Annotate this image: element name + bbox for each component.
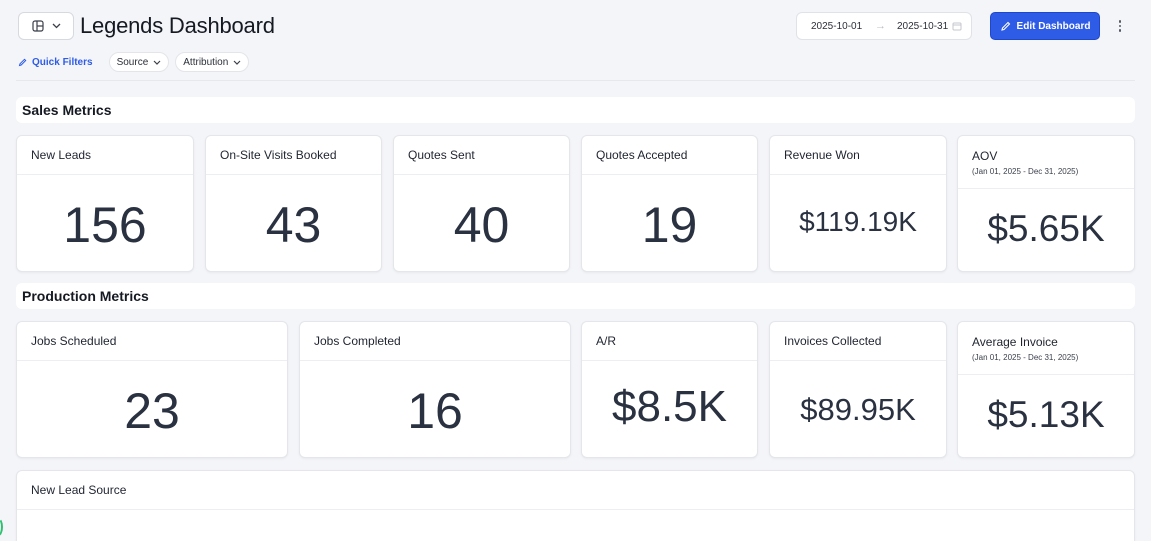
card-title: New Leads [17, 136, 193, 175]
card-value: 16 [407, 383, 463, 439]
quick-filters-label: Quick Filters [32, 56, 93, 68]
card-title: Average Invoice [972, 335, 1058, 349]
chevron-down-icon [52, 23, 60, 29]
card-value: 23 [124, 383, 180, 439]
card-value: 19 [641, 197, 698, 253]
card-title: Quotes Sent [394, 136, 569, 175]
card-title: Jobs Completed [300, 322, 570, 361]
page-title: Legends Dashboard [80, 13, 275, 38]
card-value: $5.65K [987, 208, 1105, 249]
average-invoice-card[interactable]: Average Invoice (Jan 01, 2025 - Dec 31, … [957, 321, 1135, 458]
card-title: Invoices Collected [770, 322, 946, 361]
aov-card[interactable]: AOV (Jan 01, 2025 - Dec 31, 2025) $5.65K [957, 135, 1135, 272]
layout-switcher-button[interactable] [18, 12, 74, 40]
production-metrics-header: Production Metrics [16, 283, 1135, 309]
dashboard-header: Legends Dashboard 2025-10-01 → 2025-10-3… [18, 12, 1135, 42]
card-title: AOV [972, 149, 998, 163]
revenue-won-card[interactable]: Revenue Won $119.19K [769, 135, 947, 272]
date-range-picker[interactable]: 2025-10-01 → 2025-10-31 [796, 12, 972, 40]
header-divider [16, 80, 1135, 81]
attribution-filter-chip[interactable]: Attribution [175, 52, 250, 72]
card-value: $8.5K [612, 382, 727, 431]
card-value: 40 [453, 197, 510, 253]
pencil-icon [1000, 21, 1010, 31]
card-value: $119.19K [799, 206, 917, 237]
card-value: $89.95K [800, 392, 916, 427]
date-start[interactable]: 2025-10-01 [811, 20, 863, 32]
card-header: Average Invoice (Jan 01, 2025 - Dec 31, … [958, 322, 1134, 375]
card-header: AOV (Jan 01, 2025 - Dec 31, 2025) [958, 136, 1134, 189]
card-value: 43 [265, 197, 322, 253]
card-date-range: (Jan 01, 2025 - Dec 31, 2025) [972, 167, 1079, 176]
source-filter-label: Source [116, 56, 149, 68]
ar-card[interactable]: A/R $8.5K [581, 321, 758, 458]
filter-bar: Quick Filters Source Attribution [18, 52, 255, 72]
on-site-visits-card[interactable]: On-Site Visits Booked 43 [205, 135, 382, 272]
calendar-icon [952, 22, 962, 31]
quotes-accepted-card[interactable]: Quotes Accepted 19 [581, 135, 758, 272]
card-title: Quotes Accepted [582, 136, 757, 175]
invoices-collected-card[interactable]: Invoices Collected $89.95K [769, 321, 947, 458]
card-title: Jobs Scheduled [17, 322, 287, 361]
pencil-icon [18, 58, 27, 66]
card-date-range: (Jan 01, 2025 - Dec 31, 2025) [972, 353, 1079, 362]
new-lead-source-card[interactable]: New Lead Source [16, 470, 1135, 541]
card-title: Revenue Won [770, 136, 946, 175]
edit-dashboard-label: Edit Dashboard [1016, 20, 1091, 32]
jobs-completed-card[interactable]: Jobs Completed 16 [299, 321, 571, 458]
layout-panel-icon [31, 20, 44, 32]
date-end[interactable]: 2025-10-31 [897, 20, 949, 32]
jobs-scheduled-card[interactable]: Jobs Scheduled 23 [16, 321, 288, 458]
quotes-sent-card[interactable]: Quotes Sent 40 [393, 135, 570, 272]
new-leads-card[interactable]: New Leads 156 [16, 135, 194, 272]
card-title: On-Site Visits Booked [206, 136, 381, 175]
more-vertical-icon[interactable] [1111, 16, 1129, 36]
source-filter-chip[interactable]: Source [108, 52, 170, 72]
card-title: New Lead Source [17, 471, 1134, 510]
sales-metrics-header: Sales Metrics [16, 97, 1135, 123]
arrow-right-icon: → [875, 20, 886, 32]
chevron-down-icon [233, 60, 241, 65]
card-title: A/R [582, 322, 757, 361]
status-indicator [0, 518, 3, 536]
chevron-down-icon [153, 60, 161, 65]
card-value: $5.13K [987, 394, 1105, 435]
attribution-filter-label: Attribution [183, 56, 229, 68]
edit-dashboard-button[interactable]: Edit Dashboard [990, 12, 1100, 40]
card-value: 156 [63, 197, 147, 253]
quick-filters-button[interactable]: Quick Filters [18, 57, 93, 68]
